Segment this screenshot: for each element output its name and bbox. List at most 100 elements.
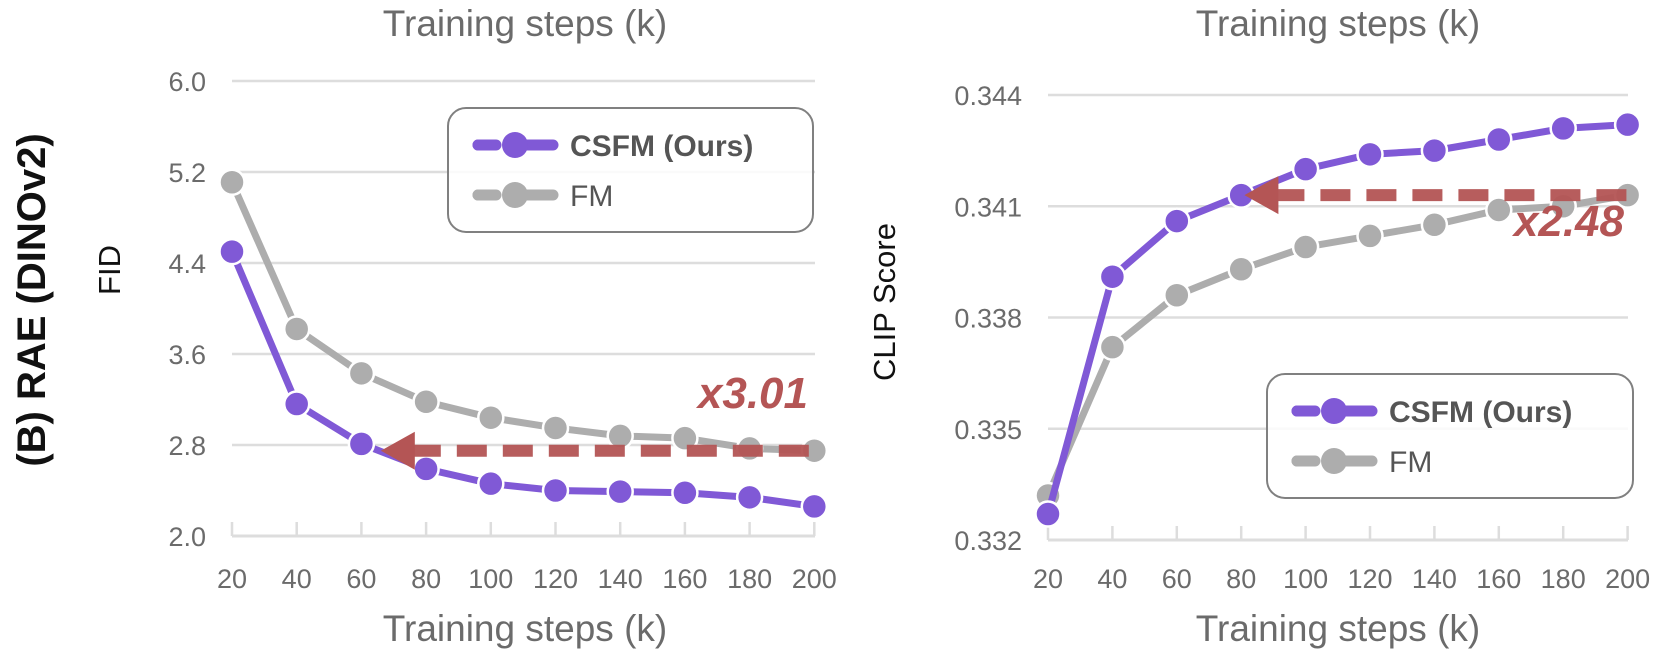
data-point bbox=[1420, 211, 1449, 239]
clip-y-ticks: 0.332 0.335 0.338 0.341 0.344 bbox=[954, 81, 1022, 556]
y-tick-label: 6.0 bbox=[168, 67, 206, 97]
data-point bbox=[282, 390, 311, 418]
data-point bbox=[477, 403, 505, 432]
data-point bbox=[541, 414, 570, 442]
arrow-head-icon bbox=[380, 431, 415, 470]
fid-x-axis-label: Training steps (k) bbox=[383, 608, 667, 649]
data-point bbox=[1485, 196, 1513, 224]
data-point bbox=[671, 424, 699, 452]
x-tick-label: 120 bbox=[1347, 564, 1392, 594]
data-point bbox=[218, 237, 246, 266]
data-point bbox=[1098, 333, 1127, 361]
fid-speedup-annotation: x3.01 bbox=[380, 369, 815, 470]
clip-y-axis-label: CLIP Score bbox=[867, 223, 902, 381]
data-point bbox=[1163, 281, 1191, 309]
series-line bbox=[228, 180, 815, 455]
data-point bbox=[671, 479, 699, 507]
legend-item: FM bbox=[472, 180, 613, 213]
csfm-series bbox=[1034, 110, 1642, 528]
fid-x-axis bbox=[230, 522, 816, 538]
x-tick-label: 40 bbox=[282, 564, 312, 594]
clip-x-axis bbox=[1046, 526, 1629, 542]
data-point bbox=[1034, 500, 1062, 528]
y-tick-label: 0.341 bbox=[954, 192, 1022, 222]
data-point bbox=[1098, 262, 1127, 291]
data-point bbox=[1163, 207, 1191, 235]
legend-marker-icon bbox=[1321, 398, 1347, 424]
x-tick-label: 100 bbox=[468, 564, 513, 594]
y-tick-label: 2.8 bbox=[168, 431, 206, 461]
fid-chart-top-title: Training steps (k) bbox=[383, 3, 667, 44]
data-point bbox=[1549, 114, 1577, 143]
x-tick-label: 180 bbox=[1541, 564, 1586, 594]
series-line bbox=[1044, 121, 1628, 515]
clip-x-ticks: 20 40 60 80 100 120 140 160 180 200 bbox=[1033, 564, 1650, 594]
x-tick-label: 140 bbox=[598, 564, 643, 594]
legend-box bbox=[447, 107, 814, 233]
legend-label: CSFM (Ours) bbox=[570, 130, 753, 163]
x-tick-label: 140 bbox=[1412, 564, 1457, 594]
data-point bbox=[1227, 255, 1255, 284]
x-tick-label: 180 bbox=[727, 564, 772, 594]
legend-item: CSFM (Ours) bbox=[472, 130, 753, 163]
legend-marker-icon bbox=[502, 132, 528, 158]
legend-item: CSFM (Ours) bbox=[1291, 396, 1572, 429]
data-point bbox=[412, 388, 440, 416]
data-point bbox=[218, 168, 246, 196]
fid-y-axis-label: FID bbox=[92, 245, 127, 295]
fid-y-ticks: 2.0 2.8 3.6 4.4 5.2 6.0 bbox=[168, 67, 206, 552]
clip-speedup-annotation: x2.48 bbox=[1244, 176, 1628, 246]
data-point bbox=[1613, 110, 1642, 139]
data-point bbox=[412, 455, 440, 483]
x-tick-label: 160 bbox=[1476, 564, 1521, 594]
x-tick-label: 80 bbox=[411, 564, 441, 594]
legend-label: FM bbox=[1389, 446, 1432, 479]
arrow-head-icon bbox=[1244, 176, 1279, 215]
data-point bbox=[541, 476, 570, 505]
data-point bbox=[1420, 136, 1449, 165]
legend-item: FM bbox=[1291, 446, 1432, 479]
data-point bbox=[347, 430, 376, 458]
data-point bbox=[282, 315, 311, 343]
legend-marker-icon bbox=[1321, 448, 1347, 474]
fid-chart: Training steps (k) FID 2.0 2.8 3.6 4.4 5.2 6.… bbox=[92, 3, 837, 649]
x-tick-label: 80 bbox=[1226, 564, 1256, 594]
data-point bbox=[1356, 140, 1384, 169]
x-tick-label: 160 bbox=[662, 564, 707, 594]
x-tick-label: 20 bbox=[217, 564, 247, 594]
y-tick-label: 2.0 bbox=[168, 522, 206, 552]
y-tick-label: 0.335 bbox=[954, 415, 1022, 445]
x-tick-label: 60 bbox=[1162, 564, 1192, 594]
fm-series bbox=[1034, 181, 1642, 510]
fid-x-ticks: 20 40 60 80 100 120 140 160 180 200 bbox=[217, 564, 837, 594]
x-tick-label: 120 bbox=[533, 564, 578, 594]
x-tick-label: 60 bbox=[346, 564, 376, 594]
data-point bbox=[606, 422, 634, 450]
y-tick-label: 4.4 bbox=[168, 249, 206, 279]
data-point bbox=[347, 359, 376, 388]
data-point bbox=[1356, 222, 1384, 250]
y-tick-label: 0.344 bbox=[954, 81, 1022, 111]
speedup-label: x3.01 bbox=[696, 369, 808, 418]
y-tick-label: 5.2 bbox=[168, 158, 206, 188]
y-tick-label: 3.6 bbox=[168, 340, 206, 370]
x-tick-label: 20 bbox=[1033, 564, 1063, 594]
data-point bbox=[735, 483, 764, 512]
x-tick-label: 40 bbox=[1097, 564, 1127, 594]
data-point bbox=[1291, 233, 1320, 261]
legend-label: CSFM (Ours) bbox=[1389, 396, 1572, 429]
csfm-series bbox=[218, 237, 829, 521]
x-tick-label: 200 bbox=[792, 564, 837, 594]
y-tick-label: 0.338 bbox=[954, 304, 1022, 334]
x-tick-label: 200 bbox=[1605, 564, 1650, 594]
series-line bbox=[1044, 191, 1629, 497]
legend-label: FM bbox=[570, 180, 613, 213]
legend-marker-icon bbox=[502, 182, 528, 208]
legend-box bbox=[1266, 373, 1634, 499]
fid-series bbox=[218, 168, 829, 521]
clip-legend: CSFM (Ours) FM bbox=[1266, 373, 1634, 499]
speedup-label: x2.48 bbox=[1512, 197, 1625, 246]
data-point bbox=[606, 477, 634, 506]
fid-legend: CSFM (Ours) FM bbox=[447, 107, 814, 233]
